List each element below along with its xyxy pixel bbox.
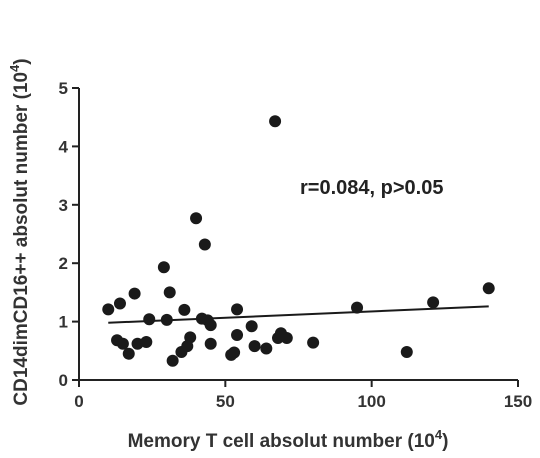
x-tick-label: 150 bbox=[504, 392, 532, 411]
y-axis-label: CD14dimCD16++ absolut number (104) bbox=[7, 58, 32, 405]
y-axis-label-close: ) bbox=[11, 58, 32, 64]
data-point bbox=[113, 297, 126, 310]
y-tick-label: 5 bbox=[59, 79, 68, 98]
x-axis-label-superscript: 4 bbox=[435, 427, 443, 442]
data-point bbox=[128, 287, 141, 300]
data-point bbox=[157, 261, 170, 274]
y-tick-label: 0 bbox=[59, 371, 68, 390]
data-point bbox=[351, 301, 364, 314]
x-axis-label-text: Memory T cell absolut number (10 bbox=[128, 431, 435, 452]
x-tick-label: 0 bbox=[74, 392, 83, 411]
data-point bbox=[248, 340, 261, 353]
data-point bbox=[160, 313, 173, 326]
y-tick-label: 4 bbox=[59, 137, 69, 156]
x-axis-label-close: ) bbox=[442, 431, 448, 452]
data-point bbox=[184, 331, 197, 344]
data-point bbox=[204, 319, 217, 332]
data-point bbox=[143, 313, 156, 326]
y-tick-label: 1 bbox=[59, 313, 68, 332]
x-tick-label: 100 bbox=[357, 392, 385, 411]
data-point bbox=[178, 303, 191, 316]
data-point bbox=[427, 296, 440, 309]
data-point bbox=[204, 337, 217, 350]
y-tick-label: 2 bbox=[59, 254, 68, 273]
data-point bbox=[231, 329, 244, 342]
y-axis-label-text: CD14dimCD16++ absolut number (10 bbox=[11, 72, 32, 406]
data-point bbox=[102, 303, 115, 316]
data-point bbox=[116, 337, 129, 350]
data-point bbox=[231, 303, 244, 316]
x-axis-label: Memory T cell absolut number (104) bbox=[128, 427, 449, 452]
data-point bbox=[163, 286, 176, 299]
data-point bbox=[307, 336, 320, 349]
correlation-annotation: r=0.084, p>0.05 bbox=[300, 177, 443, 199]
data-point bbox=[400, 345, 413, 358]
data-point bbox=[198, 238, 211, 251]
data-point bbox=[245, 320, 258, 333]
data-point bbox=[166, 354, 179, 367]
data-point bbox=[260, 342, 273, 355]
data-point bbox=[228, 346, 241, 359]
data-point bbox=[280, 331, 293, 344]
data-point bbox=[140, 336, 153, 349]
x-tick-label: 50 bbox=[216, 392, 235, 411]
y-axis-label-superscript: 4 bbox=[7, 64, 22, 72]
data-point bbox=[122, 347, 135, 360]
data-point bbox=[482, 282, 495, 295]
data-point bbox=[269, 115, 282, 128]
data-point bbox=[190, 212, 203, 225]
y-tick-label: 3 bbox=[59, 196, 68, 215]
